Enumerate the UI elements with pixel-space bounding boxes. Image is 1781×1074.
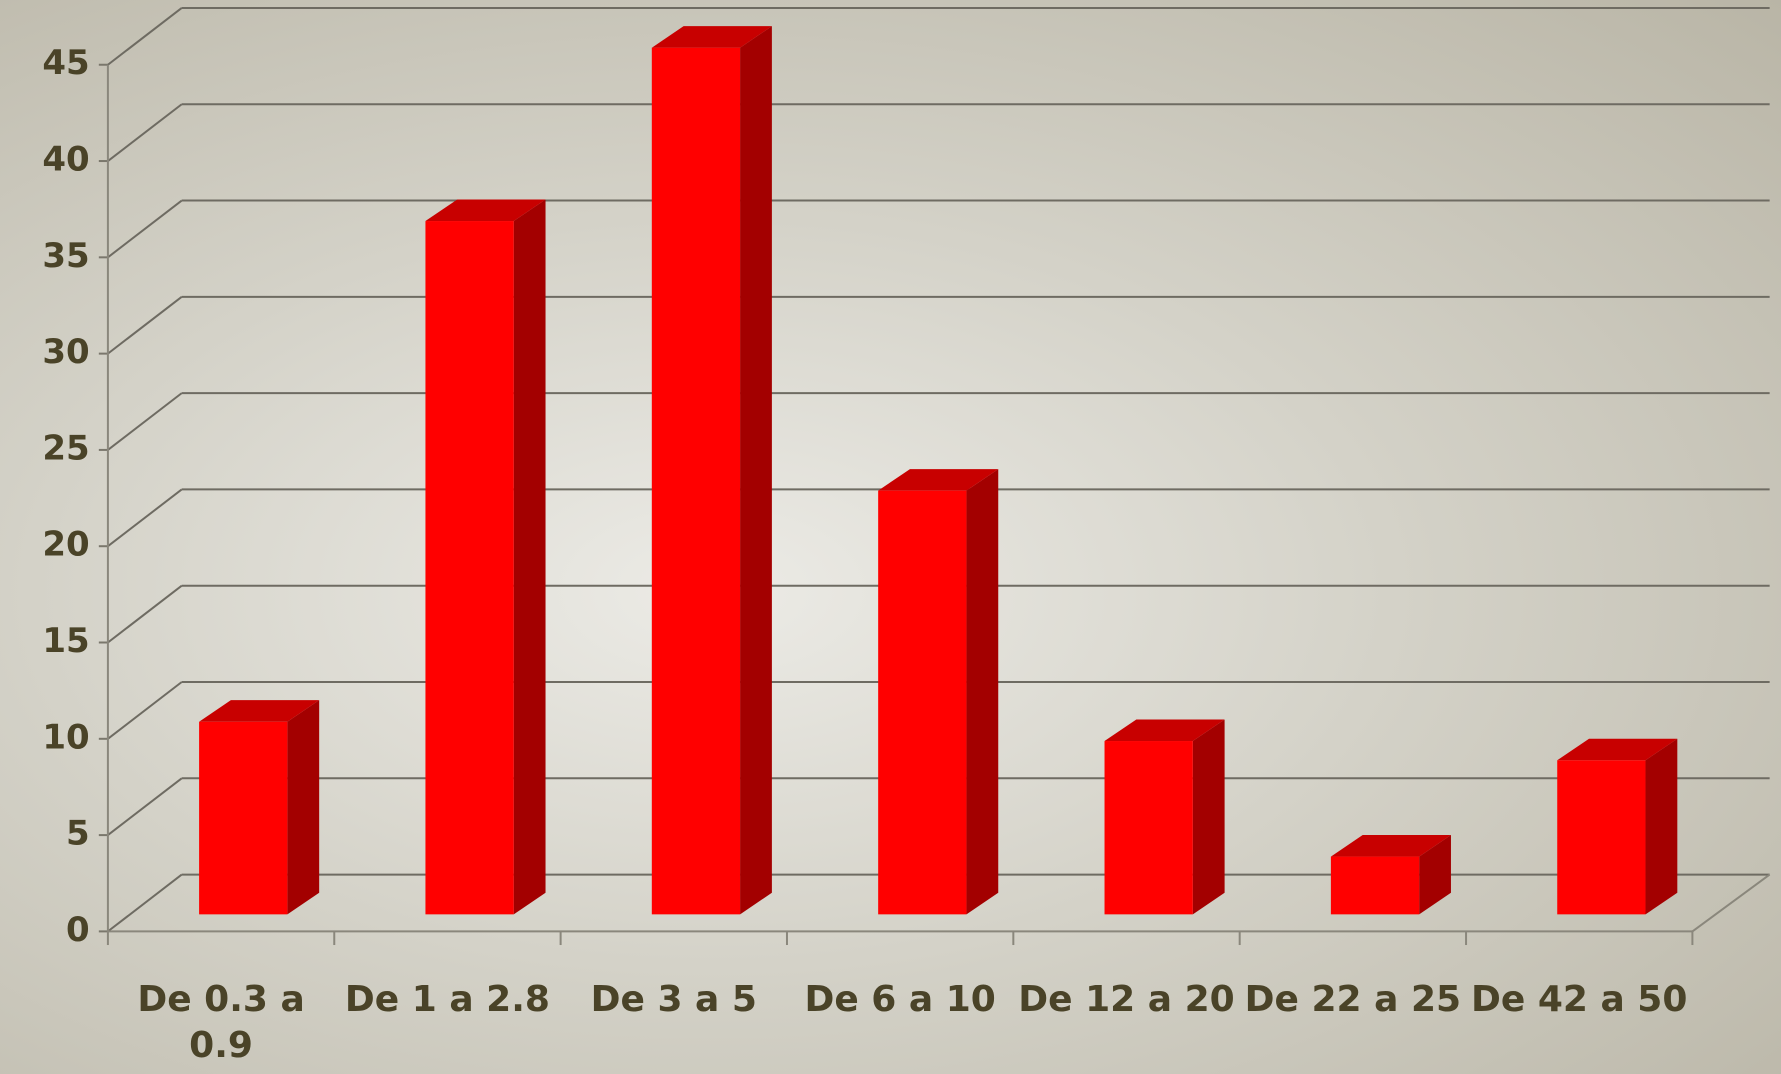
bar	[1104, 741, 1193, 915]
bar-side	[1419, 834, 1451, 915]
bar-side	[740, 26, 772, 915]
x-tick-label: De 1 a 2.8	[344, 978, 550, 1020]
y-tick-label: 20	[42, 525, 89, 565]
bar	[425, 221, 514, 915]
bar	[1330, 856, 1420, 915]
x-tick-label: De 0.3 a 0.9	[137, 978, 305, 1066]
bar-top	[1330, 834, 1451, 857]
x-tick-label: De 6 a 10	[804, 978, 996, 1020]
bar-top	[425, 199, 546, 222]
bar-top	[878, 469, 999, 491]
y-tick-label: 5	[66, 814, 90, 854]
x-tick-label: De 42 a 50	[1471, 978, 1688, 1020]
bar	[199, 721, 288, 915]
grid-line	[107, 103, 183, 162]
y-tick-label: 10	[42, 717, 89, 757]
y-tick-label: 35	[42, 236, 89, 276]
bar-side	[1645, 738, 1678, 915]
bar-side	[513, 199, 546, 915]
y-tick-label: 0	[66, 910, 90, 950]
grid-line	[107, 392, 183, 451]
bar	[651, 47, 741, 915]
bar-top	[199, 700, 320, 722]
x-tick-label: De 22 a 25	[1244, 978, 1462, 1020]
bar	[878, 490, 967, 915]
bar	[1557, 760, 1646, 915]
grid-line	[107, 7, 183, 66]
y-tick-label: 30	[42, 332, 89, 372]
floor-edge	[1691, 873, 1771, 933]
grid-line	[107, 777, 183, 836]
grid-line	[107, 681, 183, 740]
x-tick-label: De 3 a 5	[590, 978, 757, 1020]
bar-top	[651, 26, 772, 48]
grid-line	[107, 873, 183, 933]
bar-top	[1104, 719, 1225, 742]
grid-line	[107, 296, 183, 355]
grid-line	[107, 584, 183, 644]
bar-top	[1557, 738, 1678, 761]
y-tick-label: 15	[42, 621, 89, 661]
y-tick-label: 45	[42, 43, 89, 83]
y-tick-label: 25	[42, 428, 89, 468]
x-tick-label: De 12 a 20	[1018, 978, 1235, 1020]
bar-side	[1192, 719, 1225, 915]
y-tick-label: 40	[42, 140, 89, 180]
bar-side	[287, 700, 320, 915]
grid-line	[107, 199, 183, 259]
bar-side	[966, 469, 999, 915]
grid-line	[107, 488, 183, 548]
